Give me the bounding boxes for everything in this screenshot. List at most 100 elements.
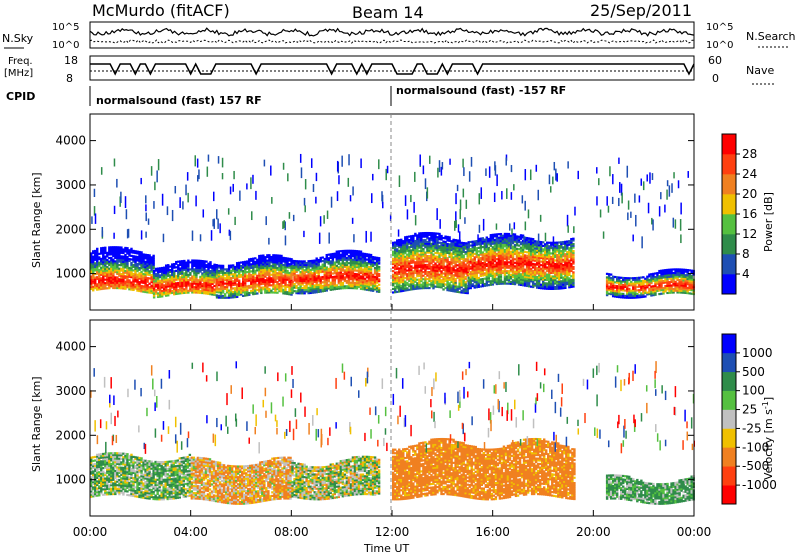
power-cell (509, 264, 513, 268)
power-cell (426, 240, 429, 243)
power-cell (305, 265, 308, 268)
power-cell (319, 256, 322, 259)
power-cell (286, 284, 289, 287)
power-cell (446, 281, 449, 285)
power-cell (402, 273, 405, 276)
power-cell (98, 284, 101, 287)
power-cell (219, 280, 223, 283)
power-cell (254, 271, 257, 274)
power-cell (525, 261, 529, 264)
power-cell (173, 284, 176, 287)
power-cell (128, 270, 131, 273)
power-cell (100, 277, 103, 280)
power-cell (394, 278, 397, 281)
power-cell (195, 287, 198, 291)
power-cell (297, 290, 300, 293)
power-cell (205, 265, 208, 269)
power-cell (140, 277, 143, 281)
power-cell (481, 251, 485, 254)
power-cell (278, 290, 281, 293)
power-cell (402, 277, 405, 280)
power-cell (140, 276, 143, 279)
power-cell (410, 235, 413, 238)
power-cell (272, 275, 275, 278)
power-cell (187, 279, 190, 282)
power-cell (313, 271, 316, 275)
power-cell (169, 292, 172, 295)
power-cell (233, 272, 237, 276)
power-cell (183, 259, 186, 263)
power-cell (416, 283, 419, 287)
power-cell (467, 280, 470, 283)
power-cell (499, 273, 503, 276)
power-cell (477, 243, 480, 246)
power-cell (185, 268, 188, 271)
power-cell (235, 279, 239, 282)
power-cell (94, 265, 97, 269)
power-cell (469, 260, 472, 263)
power-cell (136, 287, 139, 290)
power-cell (359, 284, 363, 287)
power-cell (120, 283, 123, 286)
power-cell (375, 285, 379, 288)
power-cell (173, 275, 176, 278)
power-cell (152, 296, 156, 299)
power-cell (213, 263, 216, 266)
power-cell (297, 288, 300, 291)
power-cell (201, 284, 204, 288)
power-cell (452, 275, 455, 279)
power-cell (177, 278, 180, 281)
power-cell (197, 291, 200, 294)
power-cell (124, 257, 127, 260)
power-cell (392, 273, 395, 276)
power-cell (525, 268, 529, 272)
power-cell (450, 248, 453, 252)
power-cell (173, 277, 176, 280)
power-cell (114, 279, 117, 283)
power-cell (128, 286, 131, 289)
power-cell (438, 280, 441, 283)
power-cell (231, 283, 235, 287)
power-cell (280, 288, 283, 291)
power-cell (392, 277, 395, 280)
power-cell (110, 263, 113, 267)
power-cell (503, 266, 507, 269)
power-cell (487, 259, 491, 262)
power-cell (434, 282, 437, 285)
power-cell (531, 252, 535, 255)
power-cell (96, 272, 99, 275)
power-cell (359, 264, 363, 267)
power-cell (140, 253, 143, 256)
power-cell (402, 272, 405, 275)
power-cell (122, 260, 125, 263)
power-cell (309, 272, 312, 275)
power-cell (185, 261, 188, 264)
power-cell (541, 255, 545, 258)
power-cell (167, 288, 170, 292)
power-cell (410, 251, 413, 254)
power-cell (246, 288, 249, 291)
power-cell (454, 279, 457, 283)
power-cell (367, 253, 371, 256)
power-cell (438, 273, 441, 276)
power-cell (541, 269, 545, 272)
power-cell (235, 263, 239, 267)
power-cell (422, 240, 425, 244)
power-cell (179, 276, 182, 279)
power-cell (406, 241, 409, 244)
power-cell (499, 248, 503, 252)
power-cell (355, 262, 359, 265)
power-cell (327, 260, 330, 263)
power-cell (250, 270, 253, 273)
power-cell (404, 268, 407, 271)
power-cell (291, 273, 294, 277)
power-cell (529, 243, 533, 246)
power-cell (400, 281, 403, 284)
power-cell (375, 269, 379, 272)
power-cell (509, 236, 513, 239)
power-cell (290, 277, 293, 280)
power-cell (264, 284, 267, 287)
power-cell (434, 285, 437, 288)
power-cell (396, 278, 399, 281)
power-cell (335, 270, 339, 273)
